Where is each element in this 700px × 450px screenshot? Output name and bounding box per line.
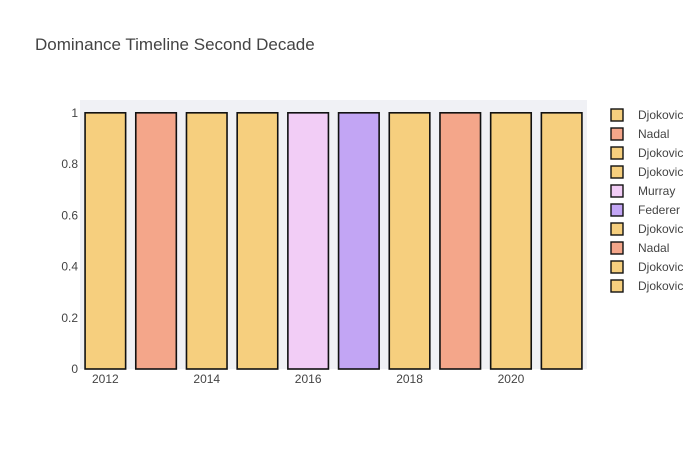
y-tick-label: 1 <box>71 106 78 120</box>
legend-label: Federer <box>638 203 680 217</box>
y-tick-label: 0.4 <box>61 260 78 274</box>
legend-swatch <box>610 203 624 217</box>
bar-djokovic-2018[interactable] <box>388 112 431 370</box>
legend-swatch <box>610 222 624 236</box>
x-tick-label: 2020 <box>498 372 525 386</box>
legend-item-federer[interactable]: Federer <box>610 203 680 217</box>
legend-swatch <box>610 165 624 179</box>
legend-label: Djokovic <box>638 222 683 236</box>
legend-item-nadal[interactable]: Nadal <box>610 127 669 141</box>
legend-label: Djokovic <box>638 279 683 293</box>
x-tick-label: 2018 <box>396 372 423 386</box>
bar-djokovic-2015[interactable] <box>236 112 279 370</box>
y-tick-label: 0.2 <box>61 311 78 325</box>
x-tick-label: 2012 <box>92 372 119 386</box>
legend-label: Murray <box>638 184 675 198</box>
legend-label: Djokovic <box>638 146 683 160</box>
y-tick-label: 0.8 <box>61 157 78 171</box>
legend-item-nadal[interactable]: Nadal <box>610 241 669 255</box>
legend-label: Djokovic <box>638 108 683 122</box>
legend-label: Nadal <box>638 241 669 255</box>
bar-federer-2017[interactable] <box>337 112 380 370</box>
legend-swatch <box>610 260 624 274</box>
x-tick-label: 2016 <box>295 372 322 386</box>
legend-item-murray[interactable]: Murray <box>610 184 675 198</box>
legend-swatch <box>610 127 624 141</box>
bar-nadal-2013[interactable] <box>134 112 178 370</box>
bar-murray-2016[interactable] <box>287 112 330 370</box>
legend-label: Nadal <box>638 127 669 141</box>
legend-item-djokovic[interactable]: Djokovic <box>610 165 683 179</box>
legend-swatch <box>610 108 624 122</box>
legend-item-djokovic[interactable]: Djokovic <box>610 279 683 293</box>
y-tick-label: 0 <box>71 362 78 376</box>
x-tick-label: 2014 <box>193 372 220 386</box>
legend-swatch <box>610 146 624 160</box>
legend-swatch <box>610 184 624 198</box>
legend-item-djokovic[interactable]: Djokovic <box>610 260 683 274</box>
chart-title: Dominance Timeline Second Decade <box>35 35 315 54</box>
bar-djokovic-2012[interactable] <box>84 112 127 370</box>
y-tick-label: 0.6 <box>61 208 78 222</box>
legend-item-djokovic[interactable]: Djokovic <box>610 222 683 236</box>
legend-item-djokovic[interactable]: Djokovic <box>610 108 683 122</box>
bar-djokovic-2014[interactable] <box>185 112 228 370</box>
legend-label: Djokovic <box>638 165 683 179</box>
bars <box>84 112 583 370</box>
legend-swatch <box>610 279 624 293</box>
bar-djokovic-2021[interactable] <box>540 112 583 370</box>
bar-nadal-2019[interactable] <box>439 112 482 370</box>
legend-label: Djokovic <box>638 260 683 274</box>
bar-djokovic-2020[interactable] <box>489 112 533 370</box>
x-axis: 2012 2014 2016 2018 2020 <box>92 372 525 386</box>
legend-swatch <box>610 241 624 255</box>
y-axis: 0 0.2 0.4 0.6 0.8 1 <box>61 106 78 376</box>
legend-item-djokovic[interactable]: Djokovic <box>610 146 683 160</box>
legend[interactable]: Djokovic Nadal Djokovic Djokovic Murray Feder… <box>610 108 683 293</box>
